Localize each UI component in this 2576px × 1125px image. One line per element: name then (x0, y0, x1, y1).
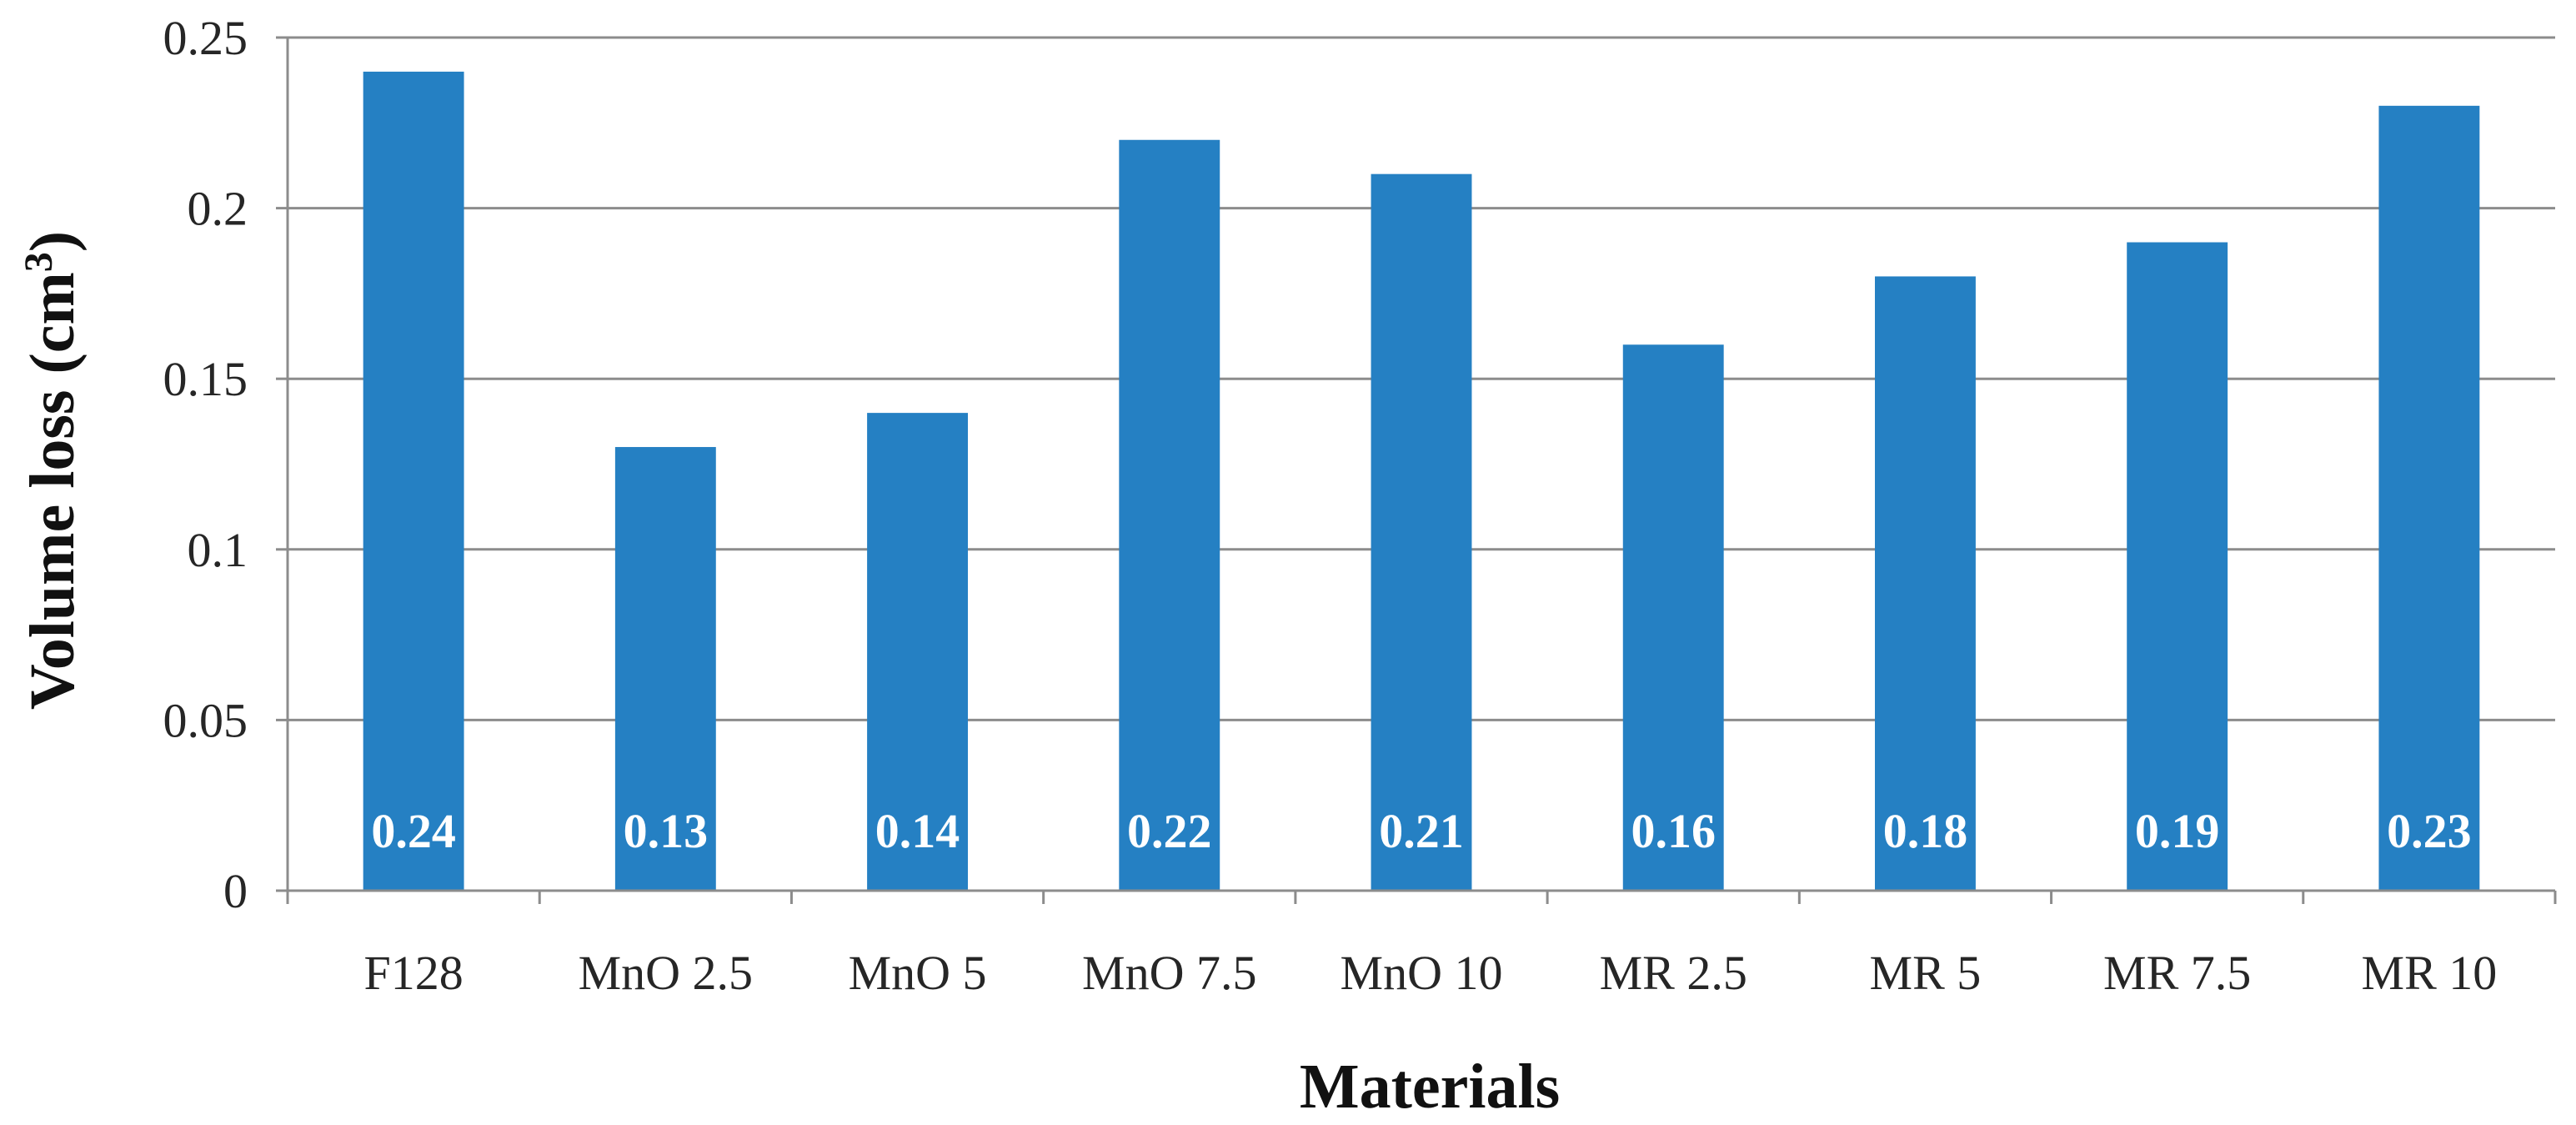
labels: 0 0.05 0.1 0.15 0.2 0.25 0.24 F128 0.13 MnO 2.5 0.… (163, 11, 2498, 1000)
bar (867, 413, 968, 891)
bar (1875, 276, 1976, 891)
bar-data-label: 0.23 (2387, 804, 2472, 858)
bar-data-label: 0.13 (624, 804, 709, 858)
bar (1622, 344, 1724, 891)
bar-data-label: 0.19 (2135, 804, 2220, 858)
y-axis-title-main: Volume loss (cm (18, 272, 88, 710)
bar-data-label: 0.18 (1883, 804, 1968, 858)
x-tick-label: MnO 7.5 (1082, 946, 1256, 1000)
y-tick-label: 0.05 (163, 693, 248, 747)
x-tick-label: MR 5 (1870, 946, 1982, 1000)
bar-data-label: 0.16 (1631, 804, 1716, 858)
bar (2378, 105, 2480, 891)
x-tick-label: MR 2.5 (1600, 946, 1747, 1000)
x-tick-label: MR 7.5 (2103, 946, 2251, 1000)
bar-data-label: 0.14 (875, 804, 960, 858)
y-tick-label: 0.2 (188, 182, 248, 236)
x-tick-label: MnO 5 (849, 946, 987, 1000)
x-tick-label: F128 (363, 946, 463, 1000)
y-tick-label: 0.15 (163, 352, 248, 406)
y-tick-label: 0.25 (163, 11, 248, 65)
bar (1119, 139, 1220, 891)
y-axis-title-superscript: 3 (17, 252, 61, 272)
bar (614, 447, 716, 891)
x-tick-label: MR 10 (2362, 946, 2498, 1000)
bar-data-label: 0.21 (1379, 804, 1464, 858)
x-tick-label: MnO 2.5 (579, 946, 753, 1000)
bar-data-label: 0.22 (1127, 804, 1212, 858)
bar (2127, 242, 2228, 891)
y-axis-title: Volume loss (cm3) (17, 231, 88, 710)
bar (1371, 173, 1472, 891)
x-tick-label: MnO 10 (1341, 946, 1503, 1000)
x-axis-title: Materials (1300, 1052, 1560, 1121)
y-axis-title-end: ) (18, 231, 88, 252)
y-tick-label: 0 (223, 864, 248, 918)
bar (363, 71, 464, 891)
bar-data-label: 0.24 (371, 804, 456, 858)
axes (276, 36, 2557, 904)
y-tick-label: 0.1 (188, 523, 248, 577)
bars (363, 71, 2480, 891)
